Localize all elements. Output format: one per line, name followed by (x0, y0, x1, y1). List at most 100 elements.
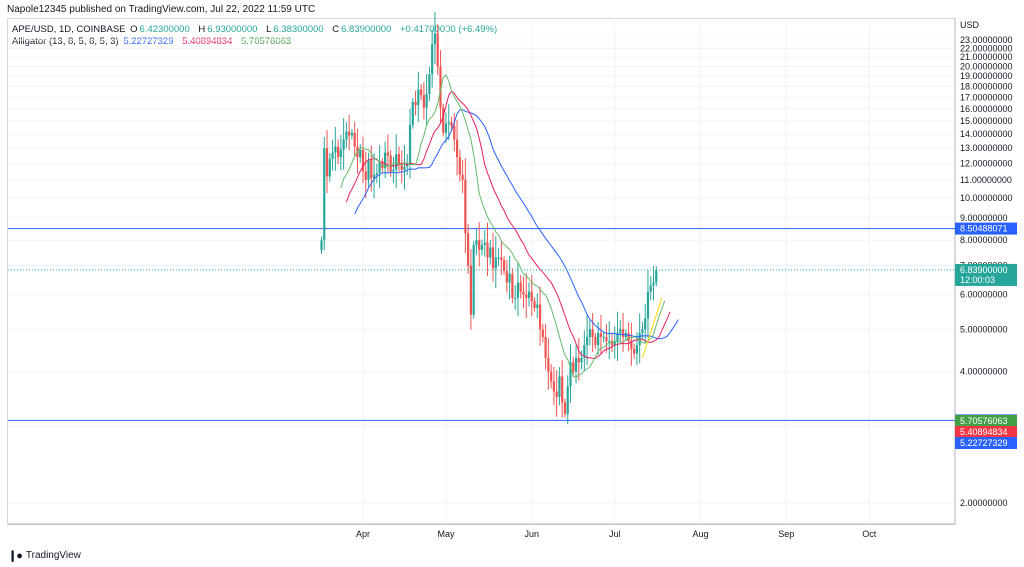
candle-body (500, 257, 503, 261)
candle-body (436, 33, 439, 67)
lips-value: 5.70576063 (241, 36, 292, 47)
y-tick-label: 23.00000000 (960, 35, 1013, 45)
candle-body (475, 240, 478, 245)
y-tick-label: 10.00000000 (960, 193, 1013, 203)
candle-body (577, 357, 580, 363)
candle-body (461, 174, 464, 180)
footer-brand[interactable]: ❙● TradingView (8, 549, 81, 562)
last-price-tag (955, 263, 1017, 286)
candle-body (397, 154, 401, 165)
y-tick-label: 12.00000000 (960, 158, 1013, 168)
y-tick-label: 14.00000000 (960, 129, 1013, 139)
candle-body (414, 101, 417, 106)
candle-body (594, 337, 597, 346)
candle-body (599, 333, 603, 338)
candle-body (339, 149, 342, 158)
candle-body (519, 282, 522, 292)
candle-body (444, 123, 448, 133)
candle-body (530, 291, 533, 302)
candle-body (550, 371, 553, 382)
candle-body (353, 132, 356, 147)
symbol-legend: APE/USD, 1D, COINBASE O 6.42300000 H 6.930… (12, 24, 503, 35)
y-tick-label: 13.00000000 (960, 143, 1013, 153)
teeth-value: 5.40894834 (182, 36, 233, 47)
candle-body (447, 122, 450, 124)
candle-body (367, 160, 370, 180)
candle-body (386, 152, 389, 156)
candle-body (522, 291, 525, 295)
candle-body (514, 297, 517, 299)
x-tick-label: Apr (356, 529, 370, 539)
y-tick-label: 20.00000000 (960, 61, 1013, 71)
candle-body (323, 148, 326, 241)
lips-price-tag (955, 415, 1017, 427)
last-price-label: 6.83900000 (960, 265, 1008, 275)
candle-body (467, 233, 470, 266)
candle-body (483, 242, 486, 245)
jaw-price-label: 5.22727329 (960, 438, 1008, 448)
candle-body (361, 149, 365, 172)
y-tick-label: 5.00000000 (960, 324, 1008, 334)
candle-body (378, 161, 381, 174)
candle-body (525, 294, 528, 298)
low-value: 6.38300000 (273, 24, 324, 35)
candle-body (588, 329, 591, 338)
x-tick-label: Jul (609, 529, 621, 539)
jaw-value: 5.22727329 (123, 36, 174, 47)
candle-body (408, 124, 412, 164)
candle-body (428, 74, 431, 94)
high-label: H (198, 24, 206, 35)
alligator-lips-line (340, 74, 666, 379)
candle-body (505, 271, 508, 283)
candle-body (619, 329, 622, 334)
candle-body (364, 171, 367, 180)
close-label: C (332, 24, 340, 35)
open-value: 6.42300000 (139, 24, 190, 35)
candle-body (574, 357, 578, 372)
candle-body (458, 157, 461, 175)
candle-body (508, 273, 511, 283)
candle-body (420, 89, 423, 96)
candle-body (411, 101, 414, 125)
candle-body (469, 265, 472, 315)
candle-body (491, 247, 495, 269)
candle-body (489, 247, 492, 258)
candle-body (605, 337, 608, 342)
candle-body (536, 304, 539, 308)
countdown-label: 12:00:03 (960, 275, 995, 285)
candle-body (439, 66, 442, 108)
candle-body (511, 273, 514, 298)
candle-body (494, 257, 497, 269)
candle-body (455, 139, 459, 158)
close-value: 6.83900000 (341, 24, 392, 35)
candle-body (569, 362, 572, 387)
x-tick-label: Jun (525, 529, 540, 539)
candle-body (497, 257, 500, 259)
tradingview-logo-icon: ❙● (8, 550, 23, 562)
indicator-label[interactable]: Alligator (13, 8, 5, 8, 5, 3) (12, 36, 119, 47)
candle-body (649, 285, 652, 292)
candle-body (478, 240, 481, 250)
candle-body (616, 333, 619, 342)
candle-body (389, 155, 392, 172)
candle-body (641, 329, 644, 334)
symbol-label[interactable]: APE/USD, 1D, COINBASE (12, 24, 126, 35)
candle-body (359, 149, 362, 158)
candle-body (370, 160, 373, 179)
candle-body (431, 44, 434, 75)
candle-body (527, 291, 531, 298)
x-tick-label: Aug (693, 529, 709, 539)
y-tick-label: 18.00000000 (960, 81, 1013, 91)
candle-body (328, 158, 331, 177)
y-tick-label: 4.00000000 (960, 367, 1008, 377)
candle-body (544, 337, 547, 358)
y-tick-label: 16.00000000 (960, 104, 1013, 114)
change-value: +0.41700000 (+6.49%) (399, 24, 498, 35)
level-price-label: 8.50488071 (960, 224, 1008, 234)
candle-body (342, 139, 345, 150)
y-tick-label: 21.00000000 (960, 52, 1013, 62)
candle-body (331, 152, 334, 159)
jaw-price-tag (955, 437, 1017, 449)
open-label: O (130, 24, 138, 35)
